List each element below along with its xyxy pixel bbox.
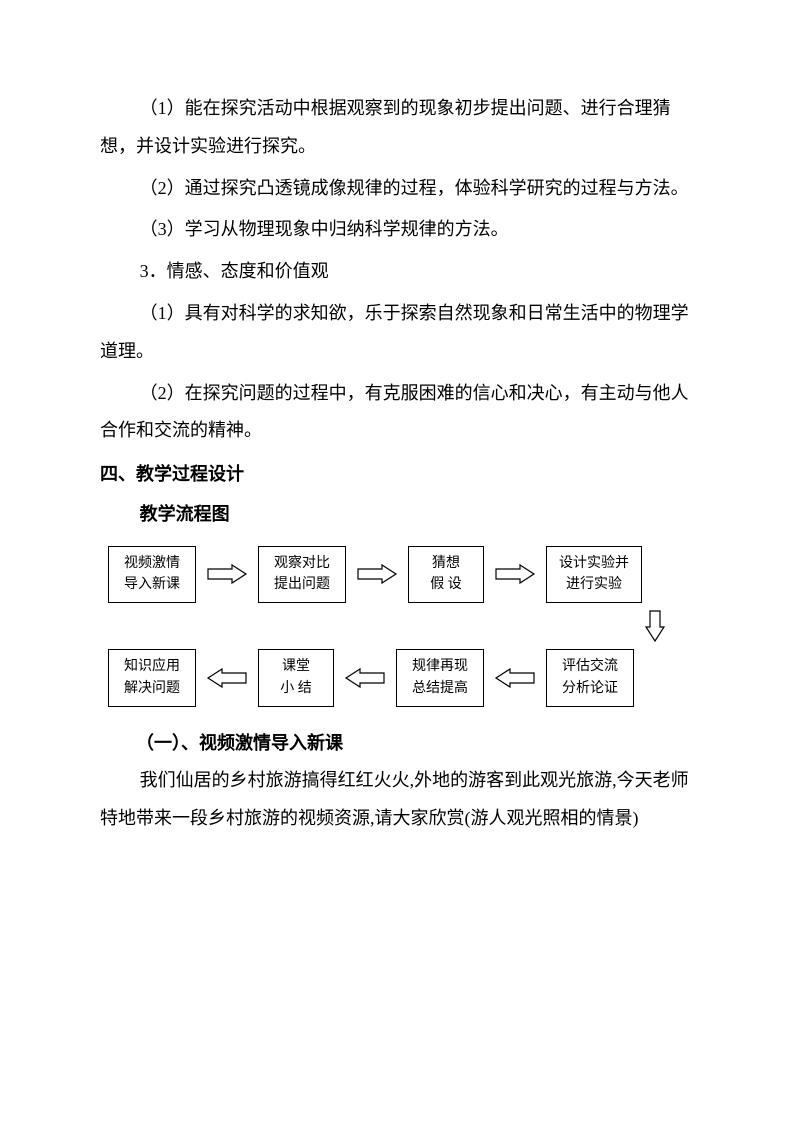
para-1: （1）能在探究活动中根据观察到的现象初步提出问题、进行合理猜想，并设计实验进行探…	[100, 90, 700, 166]
arrow-right-icon	[492, 563, 538, 585]
teaching-flowchart: 视频激情 导入新课 观察对比 提出问题 猜想 假 设 设计实验并 进行实验 知识…	[100, 546, 700, 707]
flow-box-line: 总结提高	[412, 678, 468, 700]
flow-box-line: 课堂	[282, 656, 310, 678]
arrow-left-icon	[204, 667, 250, 689]
para-3: （3）学习从物理现象中归纳科学规律的方法。	[100, 211, 700, 249]
flow-box-5: 评估交流 分析论证	[546, 649, 634, 706]
flow-box-line: 导入新课	[124, 574, 180, 596]
flow-box-line: 规律再现	[412, 656, 468, 678]
para-5: （1）具有对科学的求知欲，乐于探索自然现象和日常生活中的物理学道理。	[100, 295, 700, 371]
flow-box-1: 视频激情 导入新课	[108, 546, 196, 603]
arrow-left-icon	[492, 667, 538, 689]
flow-box-line: 设计实验并	[559, 553, 629, 575]
flow-box-line: 评估交流	[562, 656, 618, 678]
arrow-left-icon	[342, 667, 388, 689]
flow-box-line: 观察对比	[274, 553, 330, 575]
flow-row-1: 视频激情 导入新课 观察对比 提出问题 猜想 假 设 设计实验并 进行实验	[100, 546, 700, 603]
flow-box-line: 假 设	[430, 574, 462, 596]
para-4: 3．情感、态度和价值观	[100, 253, 700, 291]
flow-box-line: 猜想	[432, 553, 460, 575]
flow-box-7: 课堂 小 结	[258, 649, 334, 706]
flow-box-line: 解决问题	[124, 678, 180, 700]
body-para-intro: 我们仙居的乡村旅游搞得红红火火,外地的游客到此观光旅游,今天老师特地带来一段乡村…	[100, 762, 700, 838]
flow-box-line: 知识应用	[124, 656, 180, 678]
flow-box-line: 分析论证	[562, 678, 618, 700]
arrow-right-icon	[354, 563, 400, 585]
flow-box-6: 规律再现 总结提高	[396, 649, 484, 706]
flow-box-4: 设计实验并 进行实验	[546, 546, 642, 603]
flow-row-2: 知识应用 解决问题 课堂 小 结 规律再现 总结提高 评估交流 分析论证	[100, 649, 700, 706]
arrow-down-wrap	[100, 609, 700, 643]
flow-box-3: 猜想 假 设	[408, 546, 484, 603]
flow-box-8: 知识应用 解决问题	[108, 649, 196, 706]
flow-box-line: 提出问题	[274, 574, 330, 596]
para-2: （2）通过探究凸透镜成像规律的过程，体验科学研究的过程与方法。	[100, 170, 700, 208]
flowchart-title: 教学流程图	[100, 496, 700, 534]
para-6: （2）在探究问题的过程中，有克服困难的信心和决心，有主动与他人合作和交流的精神。	[100, 375, 700, 451]
flow-box-line: 视频激情	[124, 553, 180, 575]
arrow-down-icon	[644, 609, 666, 643]
flow-box-2: 观察对比 提出问题	[258, 546, 346, 603]
arrow-right-icon	[204, 563, 250, 585]
subsection-1-heading: （一）、视频激情导入新课	[100, 725, 700, 763]
flow-box-line: 小 结	[280, 678, 312, 700]
flow-box-line: 进行实验	[566, 574, 622, 596]
section-4-heading: 四、教学过程设计	[100, 456, 700, 494]
